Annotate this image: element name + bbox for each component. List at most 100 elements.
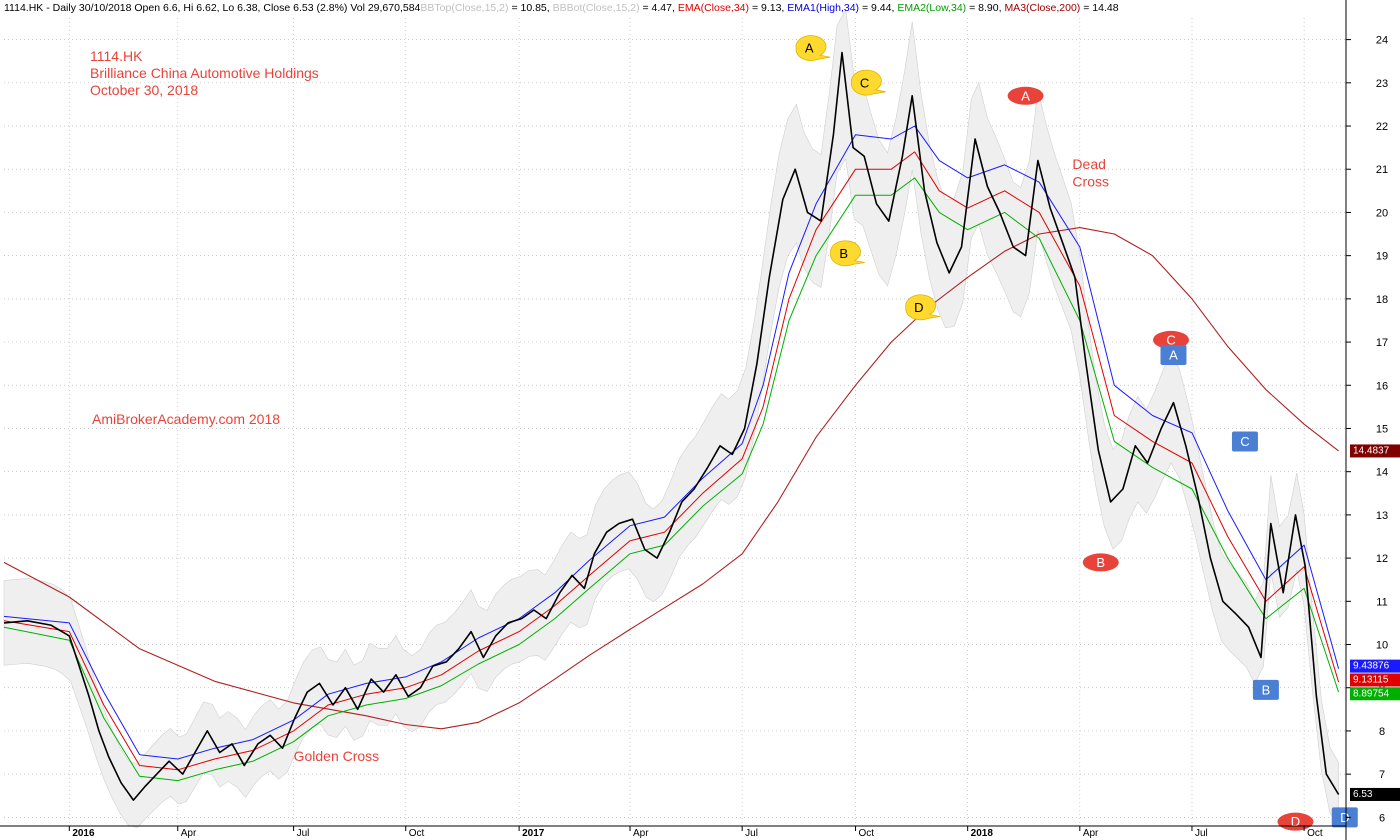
x-tick-label: Apr — [633, 828, 649, 839]
x-tick-label: 2016 — [72, 828, 95, 839]
marker-label: D — [1291, 814, 1300, 829]
x-tick-label: 2017 — [522, 828, 545, 839]
header-part-5: = 9.13, — [749, 2, 787, 14]
price-tag: 9.13115 — [1350, 673, 1400, 687]
marker-label: B — [839, 246, 848, 261]
marker-label: A — [1169, 348, 1178, 363]
header-part-4: EMA(Close,34) — [678, 2, 749, 14]
price-tag: 8.89754 — [1350, 687, 1400, 701]
wave-marker-blue-b: B — [1252, 679, 1279, 700]
y-tick-label: 6 — [1379, 812, 1385, 824]
header-line: 1114.HK - Daily 30/10/2018 Open 6.6, Hi … — [4, 2, 1119, 14]
header-part-11: = 14.48 — [1080, 2, 1118, 14]
y-tick-label: 20 — [1376, 207, 1388, 219]
y-tick-label: 13 — [1376, 510, 1388, 522]
marker-shape — [830, 240, 865, 267]
wave-marker-red-a: A — [1007, 86, 1044, 105]
price-tag-box — [1350, 787, 1400, 801]
x-tick-label: Jul — [745, 828, 758, 839]
title-ticker: 1114.HK — [90, 48, 143, 64]
marker-shape — [1153, 330, 1190, 349]
marker-label: B — [1096, 555, 1105, 570]
wave-marker-blue-a: A — [1160, 345, 1187, 366]
header-part-2: BBBot(Close,15,2) — [553, 2, 640, 14]
x-tick-label: Oct — [409, 828, 425, 839]
marker-shape — [1160, 345, 1187, 366]
wave-marker-yellow-d: D — [905, 294, 940, 321]
header-indicators: BBTop(Close,15,2) = 10.85, BBBot(Close,1… — [420, 2, 1118, 14]
price-tag-box — [1350, 673, 1400, 687]
y-tick-label: 12 — [1376, 553, 1388, 565]
x-tick-label: Oct — [1307, 828, 1323, 839]
header-part-9: = 8.90, — [966, 2, 1004, 14]
y-tick-label: 10 — [1376, 640, 1388, 652]
wave-marker-yellow-a: A — [795, 35, 831, 61]
marker-label: A — [1021, 88, 1030, 103]
marker-label: C — [860, 75, 869, 90]
marker-label: B — [1262, 682, 1271, 697]
x-tick-label: Jul — [1195, 828, 1208, 839]
y-tick-label: 16 — [1376, 380, 1388, 392]
price-tag-box — [1350, 444, 1400, 458]
price-tag-label: 6.53 — [1353, 789, 1373, 800]
title-company: Brilliance China Automotive Holdings — [90, 65, 319, 81]
series-lines — [3, 51, 1340, 801]
y-tick-label: 7 — [1379, 769, 1385, 781]
header-part-3: = 4.47, — [640, 2, 678, 14]
wave-markers: A B C D A B C D A B C D — [795, 35, 1358, 831]
wave-marker-yellow-b: B — [830, 240, 865, 267]
marker-shape — [795, 35, 831, 61]
wave-marker-yellow-c: C — [851, 69, 886, 96]
header-part-0: BBTop(Close,15,2) — [420, 2, 508, 14]
y-tick-label: 19 — [1376, 251, 1388, 263]
marker-shape — [905, 294, 940, 321]
y-tick-label: 24 — [1376, 35, 1388, 47]
marker-shape — [1231, 431, 1258, 452]
y-tick-label: 17 — [1376, 337, 1388, 349]
marker-label: C — [1166, 332, 1175, 347]
x-tick-label: Apr — [1083, 828, 1099, 839]
y-tick-label: 22 — [1376, 121, 1388, 133]
x-tick-label: Jul — [297, 828, 310, 839]
y-tick-label: 15 — [1376, 423, 1388, 435]
ema-close-line — [3, 151, 1340, 771]
header-part-10: MA3(Close,200) — [1004, 2, 1080, 14]
annotation-1: Cross — [1072, 174, 1109, 190]
y-tick-label: 21 — [1376, 164, 1388, 176]
ema-low-line — [3, 177, 1340, 782]
header-part-7: = 9.44, — [859, 2, 897, 14]
price-tag-label: 8.89754 — [1353, 688, 1390, 699]
watermark: AmiBrokerAcademy.com 2018 — [92, 411, 280, 427]
annotations: Dead Cross Golden Cross — [294, 156, 1109, 764]
price-line — [3, 51, 1340, 801]
marker-shape — [1331, 807, 1358, 828]
wave-marker-red-b: B — [1082, 553, 1119, 572]
y-tick-label: 11 — [1376, 596, 1387, 608]
marker-label: A — [805, 41, 814, 56]
title-date: October 30, 2018 — [90, 82, 198, 98]
price-tag-box — [1350, 687, 1400, 701]
y-tick-label: 8 — [1379, 726, 1385, 738]
y-tick-label: 14 — [1376, 467, 1388, 479]
header-part-6: EMA1(High,34) — [787, 2, 859, 14]
price-tag: 14.4837 — [1350, 444, 1400, 458]
marker-shape — [851, 69, 886, 96]
x-tick-label: Apr — [181, 828, 197, 839]
header-part-1: = 10.85, — [509, 2, 553, 14]
wave-marker-blue-d: D — [1331, 807, 1358, 828]
price-tag: 9.43876 — [1350, 659, 1400, 673]
x-tick-label: 2018 — [971, 828, 994, 839]
header-part-8: EMA2(Low,34) — [897, 2, 966, 14]
header-prefix: 1114.HK - Daily 30/10/2018 Open 6.6, Hi … — [4, 2, 421, 14]
price-tag-box — [1350, 659, 1400, 673]
marker-shape — [1082, 553, 1119, 572]
price-tag-label: 14.4837 — [1353, 445, 1390, 456]
y-tick-label: 23 — [1376, 78, 1388, 90]
price-tag: 6.53 — [1350, 787, 1400, 801]
ma200-line — [3, 227, 1339, 730]
price-tag-label: 9.43876 — [1353, 661, 1390, 672]
wave-marker-blue-c: C — [1231, 431, 1258, 452]
annotation-2: Golden Cross — [294, 748, 380, 764]
